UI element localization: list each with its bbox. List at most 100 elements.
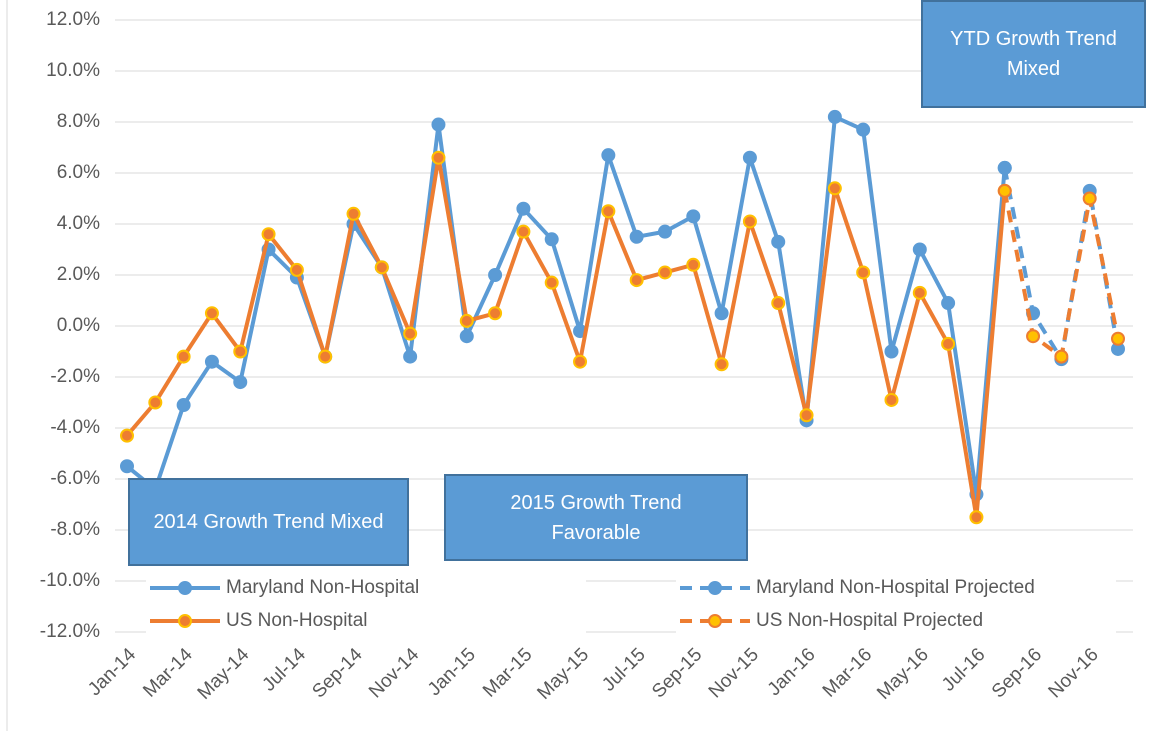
marker	[686, 257, 701, 272]
y-tick-label: -8.0%	[50, 519, 100, 540]
marker	[374, 260, 389, 275]
legend-marker	[178, 581, 192, 595]
marker	[431, 117, 446, 132]
marker	[629, 229, 644, 244]
y-tick-label: 8.0%	[57, 111, 100, 132]
marker	[799, 408, 814, 423]
marker	[601, 204, 616, 219]
marker	[204, 354, 219, 369]
marker	[629, 273, 644, 288]
marker	[516, 201, 531, 216]
series-line	[125, 114, 1007, 497]
y-tick-label: -2.0%	[50, 366, 100, 387]
marker	[233, 344, 248, 359]
x-tick-label: Jul-15	[598, 644, 649, 695]
y-tick-label: 0.0%	[57, 315, 100, 336]
marker	[856, 122, 871, 137]
marker	[346, 206, 361, 221]
marker	[544, 275, 559, 290]
legend-marker	[708, 581, 722, 595]
marker	[714, 306, 729, 321]
marker	[742, 150, 757, 165]
marker	[176, 398, 191, 413]
marker	[941, 296, 956, 311]
marker	[516, 224, 531, 239]
x-tick-label: Jan-15	[424, 644, 480, 700]
x-tick-label: May-14	[194, 644, 254, 704]
x-tick-label: Jan-16	[764, 644, 820, 700]
x-tick-label: Sep-16	[988, 644, 1046, 702]
legend-label: US Non-Hospital	[226, 610, 368, 631]
marker	[1026, 329, 1041, 344]
x-tick-label: Sep-15	[648, 644, 706, 702]
marker	[233, 375, 248, 390]
marker	[912, 285, 927, 300]
x-tick-label: Nov-14	[365, 644, 423, 702]
marker	[176, 349, 191, 364]
x-tick-label: Mar-14	[139, 644, 197, 702]
marker	[827, 181, 842, 196]
marker	[884, 392, 899, 407]
legend-label: Maryland Non-Hospital	[226, 577, 419, 598]
y-tick-label: -12.0%	[40, 621, 100, 642]
marker	[318, 349, 333, 364]
marker	[120, 428, 134, 443]
marker	[997, 183, 1012, 198]
annotation: 2015 Growth Trend Favorable	[444, 474, 748, 561]
legend-label: US Non-Hospital Projected	[756, 610, 983, 631]
y-tick-label: -4.0%	[50, 417, 100, 438]
marker	[771, 296, 786, 311]
y-tick-label: 4.0%	[57, 213, 100, 234]
marker	[1054, 349, 1069, 364]
marker	[884, 344, 899, 359]
legend-marker	[178, 614, 192, 628]
marker	[488, 306, 503, 321]
marker	[573, 354, 588, 369]
marker	[657, 265, 672, 280]
marker	[856, 265, 871, 280]
y-tick-label: 2.0%	[57, 264, 100, 285]
marker	[403, 326, 418, 341]
marker	[148, 395, 163, 410]
x-tick-label: Sep-14	[308, 644, 366, 702]
x-tick-label: Jan-14	[84, 644, 140, 700]
x-tick-label: May-16	[873, 644, 933, 704]
marker	[544, 232, 559, 247]
y-tick-label: 12.0%	[46, 9, 100, 30]
x-tick-label: Mar-16	[819, 644, 876, 701]
x-tick-label: Nov-15	[705, 644, 763, 702]
y-tick-label: -10.0%	[40, 570, 100, 591]
series-line	[1002, 190, 1120, 359]
marker	[403, 349, 418, 364]
marker	[997, 160, 1012, 175]
annotation: 2014 Growth Trend Mixed	[128, 478, 409, 566]
marker	[431, 150, 446, 165]
series-line	[125, 155, 1007, 520]
y-tick-label: 6.0%	[57, 162, 100, 183]
marker	[941, 336, 956, 351]
marker	[912, 242, 927, 257]
x-tick-label: Nov-16	[1045, 644, 1103, 702]
marker	[601, 148, 616, 163]
marker	[1111, 331, 1125, 346]
marker	[969, 510, 984, 525]
x-tick-label: May-15	[533, 644, 593, 704]
x-tick-label: Jul-14	[259, 644, 311, 696]
marker	[771, 234, 786, 249]
marker	[120, 459, 134, 474]
y-tick-label: -6.0%	[50, 468, 100, 489]
marker	[459, 313, 474, 328]
marker	[261, 227, 276, 242]
marker	[714, 357, 729, 372]
marker	[488, 268, 503, 282]
marker	[827, 109, 842, 124]
legend-marker	[708, 614, 722, 628]
marker	[204, 306, 219, 321]
marker	[657, 224, 672, 239]
marker	[686, 209, 701, 224]
y-tick-label: 10.0%	[46, 60, 100, 81]
marker	[289, 262, 304, 277]
annotation: YTD Growth Trend Mixed	[921, 0, 1146, 108]
